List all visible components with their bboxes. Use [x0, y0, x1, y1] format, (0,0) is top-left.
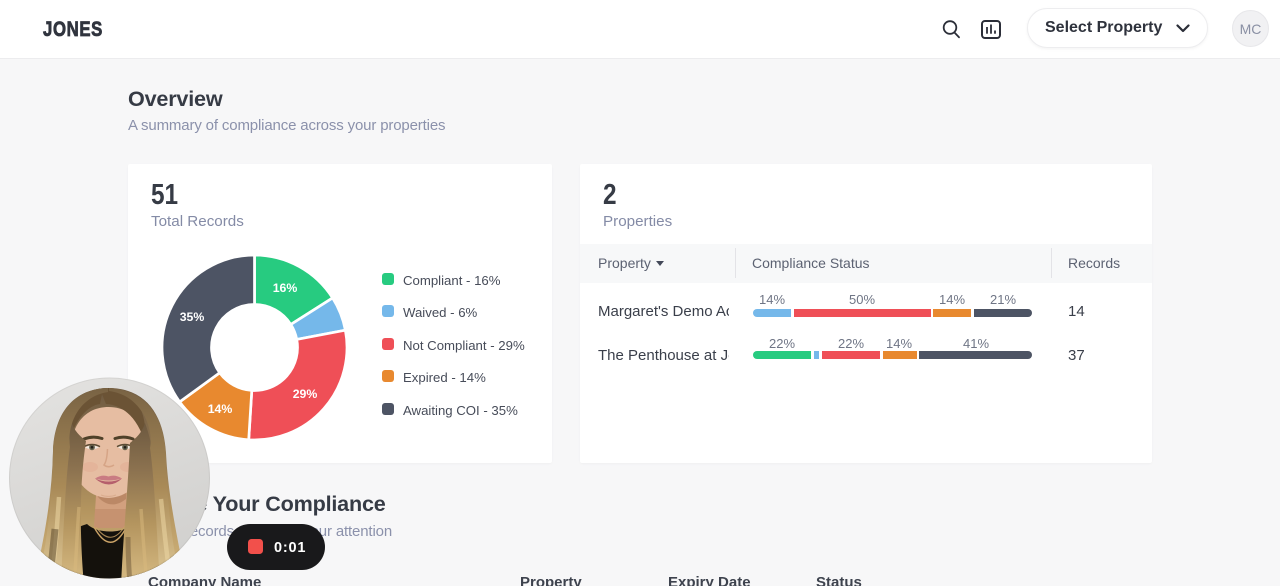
svg-text:29%: 29% — [293, 387, 318, 401]
svg-text:16%: 16% — [273, 281, 298, 295]
svg-text:35%: 35% — [180, 310, 205, 324]
svg-text:14%: 14% — [208, 402, 233, 416]
